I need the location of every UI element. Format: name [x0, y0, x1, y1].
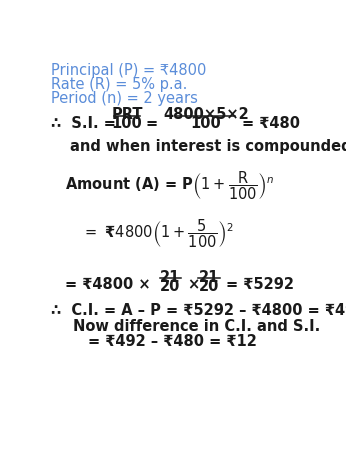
Text: 21: 21	[160, 270, 181, 285]
Text: 100: 100	[111, 116, 142, 131]
Text: 20: 20	[199, 279, 219, 294]
Text: ×: ×	[188, 277, 200, 292]
Text: ∴  C.I. = A – P = ₹5292 – ₹4800 = ₹492: ∴ C.I. = A – P = ₹5292 – ₹4800 = ₹492	[51, 304, 346, 318]
Text: =: =	[146, 116, 158, 130]
Text: 4800×5×2: 4800×5×2	[163, 107, 249, 122]
Text: = ₹480: = ₹480	[242, 116, 300, 130]
Text: 20: 20	[160, 279, 181, 294]
Text: = ₹492 – ₹480 = ₹12: = ₹492 – ₹480 = ₹12	[88, 334, 257, 349]
Text: $=\ $₹$4800\left(1+\dfrac{5}{100}\right)^{2}$: $=\ $₹$4800\left(1+\dfrac{5}{100}\right)…	[82, 217, 234, 249]
Text: 100: 100	[191, 116, 221, 131]
Text: and when interest is compounded annually: and when interest is compounded annually	[70, 139, 346, 153]
Text: 21: 21	[199, 270, 219, 285]
Text: = ₹5292: = ₹5292	[226, 277, 294, 292]
Text: Period (n) = 2 years: Period (n) = 2 years	[51, 91, 198, 106]
Text: Principal (P) = ₹4800: Principal (P) = ₹4800	[51, 63, 206, 78]
Text: = ₹4800 ×: = ₹4800 ×	[65, 277, 151, 292]
Text: PRT: PRT	[111, 107, 143, 122]
Text: Amount (A) = P$\left(1+\dfrac{\mathrm{R}}{100}\right)^{n}$: Amount (A) = P$\left(1+\dfrac{\mathrm{R}…	[65, 170, 274, 202]
Text: Now difference in C.I. and S.I.: Now difference in C.I. and S.I.	[73, 319, 320, 334]
Text: Rate (R) = 5% p.a.: Rate (R) = 5% p.a.	[51, 77, 188, 92]
Text: ∴  S.I. =: ∴ S.I. =	[51, 116, 116, 130]
